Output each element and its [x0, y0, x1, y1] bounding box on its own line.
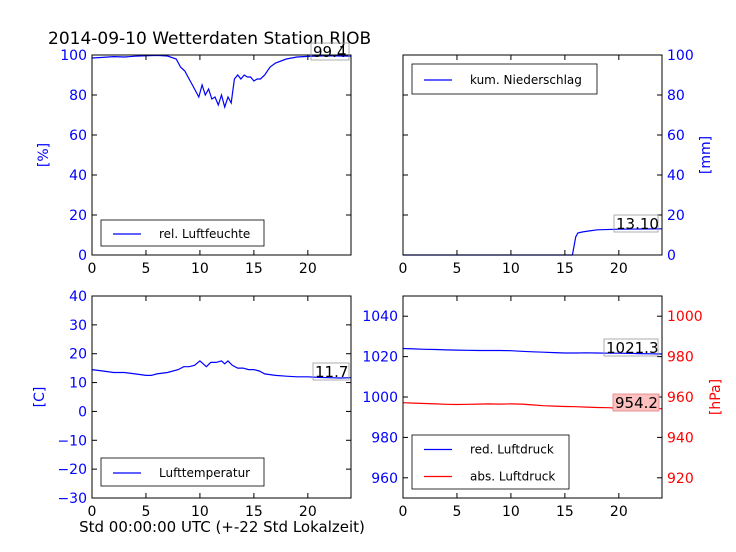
y-tick-label: 1040: [362, 309, 398, 325]
series-line-rel-luftfeuchte: [91, 54, 352, 110]
y-tick-label: −10: [57, 433, 87, 449]
x-tick-label: 0: [88, 504, 97, 520]
value-annotation: 1021.3: [606, 339, 659, 357]
y-tick-label: 80: [69, 88, 87, 104]
x-tick-label: 15: [245, 261, 263, 277]
y-tick-label: 100: [667, 48, 694, 64]
y-axis-label: [hPa]: [708, 379, 724, 415]
x-tick-label: 15: [556, 504, 574, 520]
y-tick-label: 980: [667, 350, 694, 366]
x-tick-label: 20: [610, 261, 628, 277]
y-axis-label: [C]: [32, 387, 48, 408]
y-tick-label: 1000: [362, 390, 398, 406]
value-annotation-box: [310, 42, 350, 61]
y-axis-label: [%]: [36, 143, 52, 167]
y-tick-label: 20: [69, 208, 87, 224]
legend-label: abs. Luftdruck: [470, 470, 555, 484]
y-tick-label: 60: [69, 128, 87, 144]
x-tick-label: 15: [556, 261, 574, 277]
y-tick-label: 20: [667, 208, 685, 224]
value-annotation-box: [612, 393, 660, 412]
y-tick-label: 0: [78, 248, 87, 264]
value-annotation: 11.7: [315, 363, 348, 381]
y-tick-label: 80: [667, 88, 685, 104]
x-tick-label: 0: [399, 261, 408, 277]
value-annotation-box: [613, 214, 659, 233]
figure-title: 2014-09-10 Wetterdaten Station RJOB: [48, 29, 371, 49]
y-tick-label: 40: [667, 168, 685, 184]
plot-frame: [91, 54, 352, 256]
x-tick-label: 5: [141, 504, 150, 520]
y-tick-label: 960: [667, 390, 694, 406]
y-tick-label: −20: [57, 462, 87, 478]
legend-box: [411, 63, 598, 95]
figure-xlabel: Std 00:00:00 UTC (+-22 Std Lokalzeit): [79, 518, 365, 536]
x-tick-label: 0: [88, 261, 97, 277]
y-tick-label: 60: [667, 128, 685, 144]
value-annotation-box: [312, 362, 350, 381]
y-tick-label: 1020: [362, 350, 398, 366]
x-tick-label: 5: [141, 261, 150, 277]
value-annotation: 99.4: [313, 43, 346, 61]
y-axis-label: [mm]: [698, 136, 714, 174]
plot-frame: [91, 295, 352, 499]
x-tick-label: 10: [502, 261, 520, 277]
y-tick-label: 960: [371, 471, 398, 487]
legend-label: red. Luftdruck: [470, 443, 554, 457]
series-line-lufttemperatur: [91, 360, 352, 379]
y-tick-label: 920: [667, 471, 694, 487]
x-tick-label: 20: [610, 504, 628, 520]
legend-box: [100, 219, 265, 247]
x-tick-label: 15: [245, 504, 263, 520]
y-tick-label: 1000: [667, 309, 703, 325]
temperature-chart: 0 5 10 15 20 −30 −20 −10 0 10 20 30 40 [C] Lufttempera…: [32, 289, 352, 520]
legend-label: rel. Luftfeuchte: [159, 227, 250, 241]
pressure-chart: 0 5 10 15 20 960 980 1000 1020 1040 920 940 960 980 10…: [362, 295, 724, 520]
y-tick-label: 30: [69, 318, 87, 334]
x-tick-label: 5: [452, 261, 461, 277]
x-tick-label: 0: [399, 504, 408, 520]
humidity-chart: 0 5 10 15 20 0 20 40 60 80 100 [%] rel. Luftfeuchte 9…: [36, 42, 352, 277]
y-tick-label: 40: [69, 168, 87, 184]
x-tick-label: 10: [191, 261, 209, 277]
y-tick-label: 980: [371, 430, 398, 446]
y-tick-label: −30: [57, 491, 87, 507]
value-annotation: 954.2: [615, 394, 658, 412]
x-tick-label: 10: [502, 504, 520, 520]
legend-box: [100, 457, 265, 487]
y-tick-label: 940: [667, 430, 694, 446]
y-tick-label: 40: [69, 289, 87, 305]
x-tick-label: 5: [452, 504, 461, 520]
x-tick-label: 20: [299, 504, 317, 520]
value-annotation-box: [603, 338, 659, 357]
y-tick-label: 100: [60, 48, 87, 64]
y-tick-label: 10: [69, 376, 87, 392]
series-line-red-luftdruck: [402, 347, 663, 355]
x-tick-label: 10: [191, 504, 209, 520]
series-line-kum-niederschlag: [403, 228, 663, 256]
y-tick-label: 0: [78, 404, 87, 420]
legend-label: kum. Niederschlag: [470, 73, 582, 87]
y-tick-label: 20: [69, 347, 87, 363]
value-annotation: 13.10: [616, 215, 659, 233]
legend-label: Lufttemperatur: [159, 466, 250, 480]
x-tick-label: 20: [299, 261, 317, 277]
plot-frame: [402, 54, 663, 256]
legend-box: [411, 434, 570, 490]
y-tick-label: 0: [667, 248, 676, 264]
precipitation-chart: 0 5 10 15 20 0 20 40 60 80 100 [mm] kum. Niederschla…: [399, 48, 714, 277]
